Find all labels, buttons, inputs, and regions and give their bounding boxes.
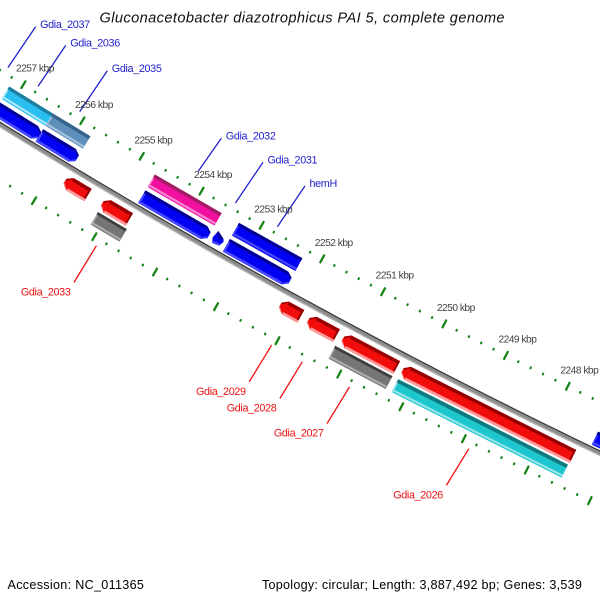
svg-text:Gdia_2035: Gdia_2035 — [112, 63, 162, 75]
svg-text:Gluconacetobacter diazotrophic: Gluconacetobacter diazotrophicus PAI 5, … — [100, 11, 505, 27]
svg-text:2253 kbp: 2253 kbp — [254, 204, 293, 215]
svg-text:2248 kbp: 2248 kbp — [560, 365, 599, 376]
svg-text:hemH: hemH — [310, 178, 337, 190]
svg-text:2256 kbp: 2256 kbp — [75, 100, 114, 111]
svg-text:Gdia_2026: Gdia_2026 — [393, 489, 443, 501]
svg-text:Gdia_2032: Gdia_2032 — [226, 131, 276, 143]
svg-text:Accession: NC_011365: Accession: NC_011365 — [8, 578, 145, 592]
svg-text:Gdia_2036: Gdia_2036 — [70, 38, 120, 50]
svg-text:2252 kbp: 2252 kbp — [315, 238, 354, 249]
svg-text:Gdia_2027: Gdia_2027 — [274, 428, 324, 440]
svg-text:Gdia_2031: Gdia_2031 — [268, 154, 318, 166]
svg-text:2251 kbp: 2251 kbp — [376, 271, 415, 282]
svg-text:Gdia_2033: Gdia_2033 — [21, 286, 71, 298]
svg-text:2255 kbp: 2255 kbp — [134, 135, 173, 146]
svg-text:2257 kbp: 2257 kbp — [16, 64, 55, 75]
svg-text:Gdia_2028: Gdia_2028 — [227, 403, 277, 415]
svg-text:Topology: circular; Length: 3,: Topology: circular; Length: 3,887,492 bp… — [262, 578, 582, 592]
svg-text:Gdia_2037: Gdia_2037 — [40, 19, 90, 31]
svg-text:2250 kbp: 2250 kbp — [437, 303, 476, 314]
svg-text:2249 kbp: 2249 kbp — [498, 334, 537, 345]
svg-text:Gdia_2029: Gdia_2029 — [196, 386, 246, 398]
svg-text:2254 kbp: 2254 kbp — [194, 170, 233, 181]
